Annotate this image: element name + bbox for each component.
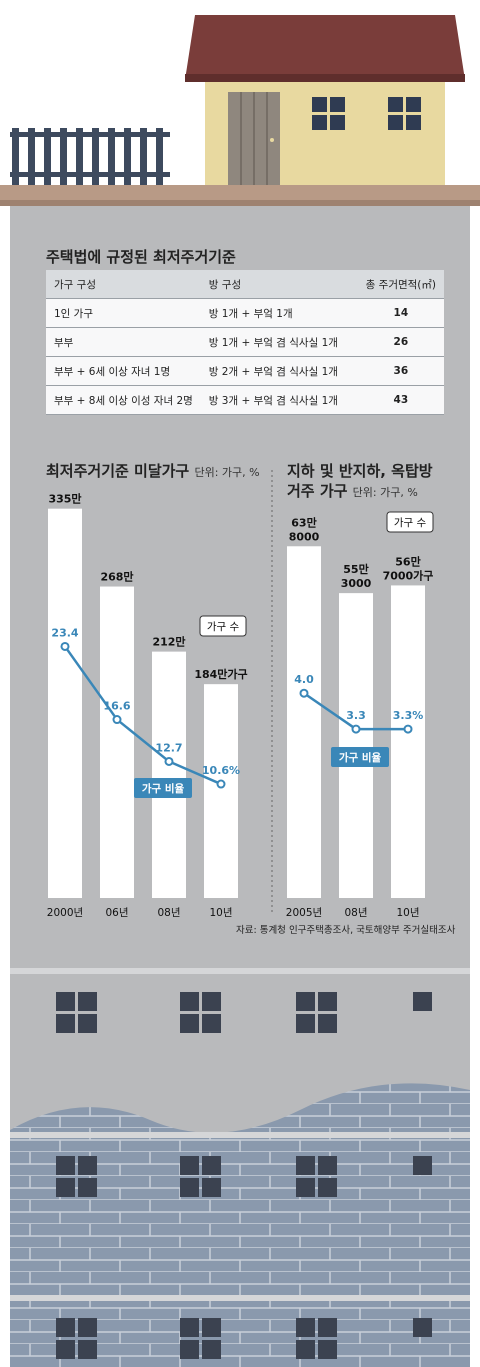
line-value-label: 3.3 <box>346 709 366 722</box>
cell-area: 36 <box>357 356 444 386</box>
legend-line-label: 가구 비율 <box>142 782 185 795</box>
line-point <box>403 724 413 734</box>
chart2-unit: 단위: 가구, % <box>352 486 418 499</box>
line-value-label: 12.7 <box>155 741 182 754</box>
bar <box>287 546 321 898</box>
tick-label: 08년 <box>344 907 367 919</box>
legend-bar-box <box>386 511 434 533</box>
bar-value-label: 268만 <box>100 570 133 584</box>
chart2-title-line1: 지하 및 반지하, 옥탑방 <box>287 462 433 480</box>
cell-household: 1인 가구 <box>46 298 201 328</box>
chart1-title: 최저주거기준 미달가구 단위: 가구, % <box>46 460 260 481</box>
bar <box>48 508 82 898</box>
tick-label: 06년 <box>105 907 128 919</box>
line-point <box>299 688 309 698</box>
table-row: 부부 + 8세 이상 이성 자녀 2명 방 3개 + 부엌 겸 식사실 1개 4… <box>46 385 444 415</box>
tick-label: 10년 <box>396 907 419 919</box>
cell-area: 43 <box>357 385 444 415</box>
legend-line-box <box>331 747 389 767</box>
line-value-label: 4.0 <box>294 673 314 686</box>
chart1-title-text: 최저주거기준 미달가구 <box>46 462 190 480</box>
line-value-label: 10.6% <box>202 764 240 777</box>
table-header-row: 가구 구성 방 구성 총 주거면적(㎡) <box>46 270 444 299</box>
bar <box>100 586 134 898</box>
house <box>185 15 465 185</box>
bar-value-label: 8000 <box>289 530 320 543</box>
cell-area: 26 <box>357 327 444 357</box>
line-value-label: 23.4 <box>51 626 78 639</box>
table-row: 1인 가구 방 1개 + 부엌 1개 14 <box>46 298 444 328</box>
line-point <box>60 641 70 651</box>
legend-line-box <box>134 778 192 798</box>
legend-line-label: 가구 비율 <box>339 751 382 764</box>
line-point <box>164 756 174 766</box>
bar <box>339 593 373 898</box>
legend-bar-label: 가구 수 <box>394 517 427 529</box>
line-point <box>351 724 361 734</box>
series-line <box>63 645 222 786</box>
building-windows <box>56 992 432 1359</box>
table-row: 부부 방 1개 + 부엌 겸 식사실 1개 26 <box>46 327 444 357</box>
bar-value-label: 184만가구 <box>194 667 247 681</box>
tick-label: 2000년 <box>47 907 83 919</box>
source-note: 자료: 통계청 인구주택총조사, 국토해양부 주거실태조사 <box>236 925 456 936</box>
table-title: 주택법에 규정된 최저주거기준 <box>46 248 236 266</box>
bar-value-label: 7000가구 <box>383 568 434 582</box>
cell-rooms: 방 1개 + 부엌 겸 식사실 1개 <box>200 327 358 357</box>
header-household: 가구 구성 <box>46 270 201 299</box>
tick-label: 2005년 <box>286 907 322 919</box>
legend-bar-box <box>199 615 247 637</box>
bar <box>152 651 186 898</box>
line-value-label: 3.3% <box>393 709 424 722</box>
chart2-title: 거주 가구 단위: 가구, % <box>287 480 418 501</box>
bar-value-label: 56만 <box>395 554 420 568</box>
fence <box>10 128 170 185</box>
cell-household: 부부 <box>46 327 201 357</box>
line-value-label: 16.6 <box>103 700 130 713</box>
bar-value-label: 55만 <box>343 562 368 576</box>
line-point <box>112 715 122 725</box>
housing-standard-table: 가구 구성 방 구성 총 주거면적(㎡) 1인 가구 방 1개 + 부엌 1개 … <box>46 270 444 415</box>
legend-bar-label: 가구 수 <box>207 621 240 633</box>
bar-value-label: 212만 <box>152 635 185 649</box>
tick-label: 10년 <box>209 907 232 919</box>
top-ledge <box>0 185 480 203</box>
cell-household: 부부 + 6세 이상 자녀 1명 <box>46 356 201 386</box>
bar <box>391 585 425 898</box>
table-row: 부부 + 6세 이상 자녀 1명 방 2개 + 부엌 겸 식사실 1개 36 <box>46 356 444 386</box>
cell-rooms: 방 3개 + 부엌 겸 식사실 1개 <box>200 385 358 415</box>
cell-area: 14 <box>357 298 444 328</box>
bar-value-label: 3000 <box>341 577 372 590</box>
bar-value-label: 63만 <box>291 515 316 529</box>
chart-substandard-households: 335만 2000년 268만 06년 212만 08년 184만가구 10년 23.4 16.6… <box>47 492 248 919</box>
tick-label: 08년 <box>157 907 180 919</box>
cell-household: 부부 + 8세 이상 이성 자녀 2명 <box>46 385 201 415</box>
header-area: 총 주거면적(㎡) <box>357 270 444 299</box>
chart1-unit: 단위: 가구, % <box>194 466 260 479</box>
bar <box>204 684 238 898</box>
cell-rooms: 방 1개 + 부엌 1개 <box>200 298 358 328</box>
header-rooms: 방 구성 <box>200 270 358 299</box>
bar-value-label: 335만 <box>48 492 81 506</box>
cell-rooms: 방 2개 + 부엌 겸 식사실 1개 <box>200 356 358 386</box>
wall-ledge <box>10 968 470 974</box>
chart2-title-text: 거주 가구 <box>287 482 348 500</box>
line-point <box>216 779 226 789</box>
